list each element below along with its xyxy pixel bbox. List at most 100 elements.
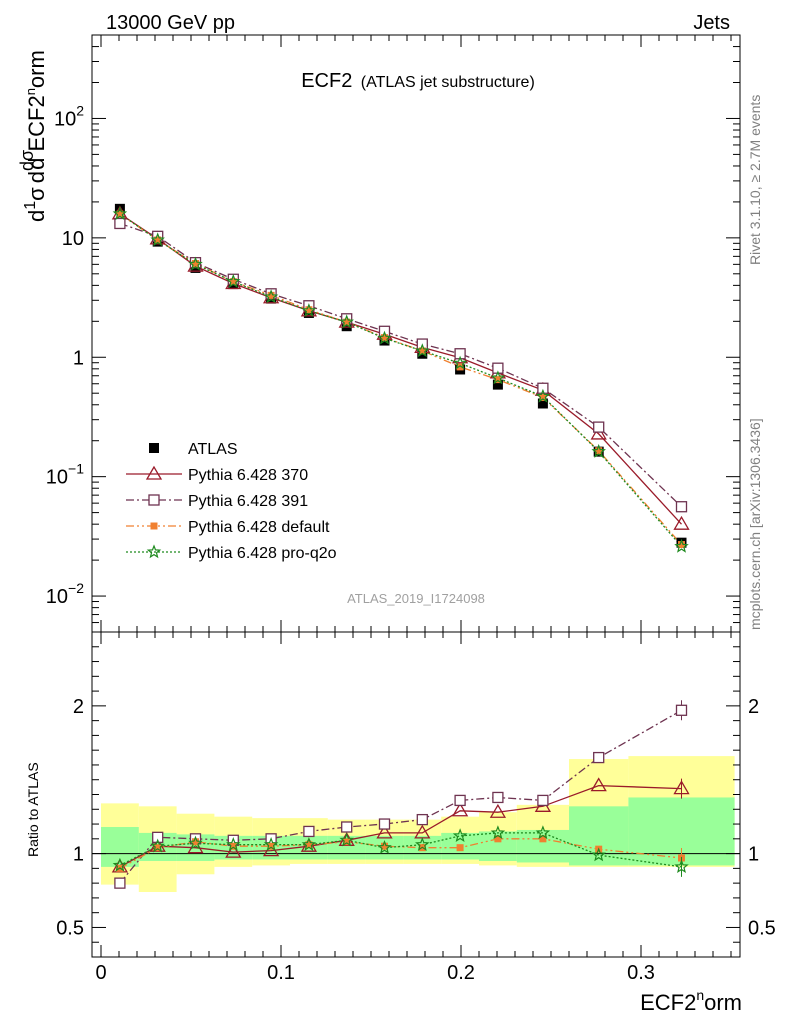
ratio-point-default [381,842,388,850]
point-default [305,306,313,314]
ylabel-main-sigma: σ [24,187,49,201]
ratio-point-p370 [489,803,507,818]
ratio-point-p391 [537,794,549,807]
point-p370 [590,425,607,440]
ratio-y-tick-label-right: 0.5 [748,917,776,939]
point-p391 [537,382,549,394]
ratio-point-p391 [454,794,466,807]
ylabel-main-d2: d [24,171,49,183]
point-proq2o [301,303,317,317]
point-proq2o [674,538,689,553]
point-proq2o [415,343,430,358]
ratio-y-tick-label-right: 2 [748,696,759,718]
ratio-point-p370 [225,843,242,858]
ratio-point-proq2o [490,825,506,840]
ratio-point-proq2o [535,825,551,840]
ratio-point-p370 [673,780,690,795]
point-default [381,334,388,342]
ratio-line-p391 [119,709,682,884]
series-line-proq2o [119,213,682,547]
point-data [492,379,503,390]
xlabel-orm: orm [704,990,742,1015]
legend-label-default: Pythia 6.428 default [188,519,330,536]
point-default [192,259,199,267]
point-data [341,321,352,332]
ratio-point-proq2o [415,837,430,851]
ratio-point-default [343,838,351,846]
y-tick-label: 10−2 [46,580,84,608]
ratio-point-p370 [451,802,469,817]
point-default [456,363,464,371]
plot-title-sub: (ATLAS jet substructure) [361,74,535,91]
ratio-point-default [494,835,502,843]
plot-title-main: ECF2 [301,70,352,92]
ratio-point-proq2o [188,835,203,850]
point-default [229,278,237,286]
ratio-point-proq2o [263,837,279,851]
ratio-point-p391 [341,821,353,833]
ratio-y-tick-label-right: 1 [748,844,759,866]
ratio-point-p391 [378,818,391,830]
point-proq2o [339,314,354,329]
ratio-point-default [305,841,313,849]
point-proq2o [490,370,506,385]
ratio-point-p391 [114,877,126,889]
legend-marker-data [149,443,159,453]
y-tick-label: 1 [73,347,84,369]
rivet-label: Rivet 3.1.10, ≥ 2.7M events [747,95,763,265]
header-right: Jets [693,12,730,34]
point-default [154,236,162,244]
ratio-point-p370 [376,824,393,839]
ratio-point-proq2o [452,828,468,843]
ylabel-main-orm: orm [24,50,49,88]
main-panel-frame [91,34,741,633]
ratio-point-proq2o [150,838,165,853]
point-proq2o [112,206,128,221]
legend-marker-p370 [145,465,163,480]
watermark: ATLAS_2019_I1724098 [347,591,485,606]
ratio-point-proq2o [226,837,241,851]
point-proq2o [535,388,551,403]
band-inner-bin [569,806,629,866]
ratio-panel: 0.5 0.5 1 1 2 2 0 0.1 0.2 0.3 [56,631,776,984]
y-tick-label: 10 [62,228,84,250]
ratio-point-default [267,842,275,850]
point-data [537,398,548,409]
point-p370 [673,515,690,530]
ratio-point-proq2o [339,832,354,847]
ratio-y-tick-label: 0.5 [56,917,84,939]
x-tick-label: 0.1 [267,962,295,984]
ratio-point-p370 [590,777,607,792]
ratio-point-p391 [675,704,688,716]
point-default [494,376,502,384]
point-proq2o [452,355,468,370]
xlabel-sup: n [696,987,704,1003]
ratio-point-default [456,844,464,852]
y-tick-label: 10−1 [46,461,84,489]
ratio-line-default [119,838,682,869]
point-p391 [593,421,605,433]
ratio-y-tick-label: 2 [73,696,84,718]
ylabel-main-text: d1σddσd ECF2norm [17,50,49,222]
x-tick-label: 0.3 [627,962,655,984]
point-proq2o [263,289,279,304]
point-default [116,210,124,218]
legend-marker-p391 [148,494,160,506]
ratio-point-default [192,838,199,846]
ratio-point-proq2o [674,859,689,874]
ratio-point-proq2o [377,840,392,854]
ratio-point-p391 [492,791,504,804]
series-line-p391 [119,222,682,508]
header-left: 13000 GeV pp [106,12,235,34]
point-p391 [114,217,126,230]
ratio-point-proq2o [301,837,317,851]
ratio-line-p370 [119,784,682,868]
point-default [539,394,547,402]
xlabel-base: ECF2 [640,990,696,1015]
y-tick-label: 102 [54,102,84,130]
ratio-point-p391 [593,751,605,764]
legend-label-p370: Pythia 6.428 370 [188,467,308,484]
x-tick-label: 0 [95,962,106,984]
mcplots-label: mcplots.cern.ch [arXiv:1306.3436] [747,418,763,630]
